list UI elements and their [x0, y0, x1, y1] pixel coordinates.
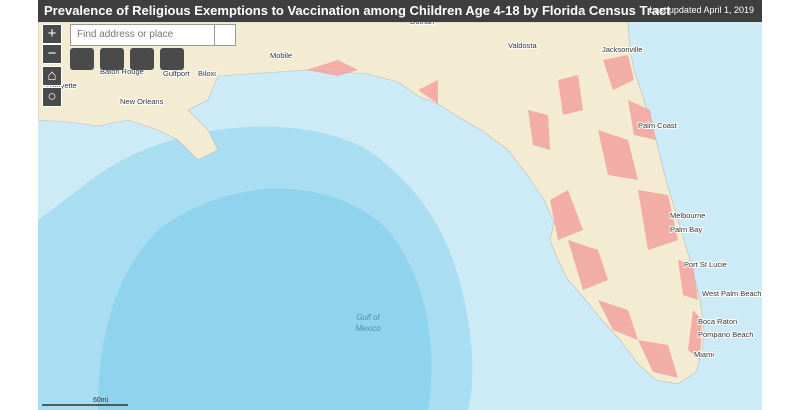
- place-label: Jacksonville: [602, 45, 642, 54]
- map: DothanValdostaMobileBaton RougeGulfportB…: [38, 0, 762, 410]
- zoom-in[interactable]: +: [42, 24, 62, 44]
- updated: Last updated April 1, 2019: [649, 5, 754, 15]
- place-label: Baton Rouge: [100, 67, 144, 76]
- search-placeholder: Find address or place: [77, 29, 174, 40]
- place-label: Biloxi: [198, 69, 216, 78]
- legend-tool[interactable]: [130, 48, 154, 70]
- place-label: Valdosta: [508, 41, 537, 50]
- place-label: Miami: [694, 350, 714, 359]
- locate[interactable]: ○: [42, 87, 62, 107]
- water-label: Gulf of: [356, 313, 380, 322]
- water-label: Mexico: [355, 324, 381, 333]
- title: Prevalence of Religious Exemptions to Va…: [44, 3, 671, 18]
- search-button[interactable]: [214, 25, 235, 45]
- place-label: Pompano Beach: [698, 330, 753, 339]
- place-label: Port St Lucie: [684, 260, 727, 269]
- place-label: Melbourne: [670, 211, 705, 220]
- layers-tool[interactable]: [100, 48, 124, 70]
- scale-label: 60mi: [93, 397, 109, 404]
- zoom-out[interactable]: −: [42, 44, 62, 64]
- place-label: Boca Raton: [698, 317, 737, 326]
- print-tool[interactable]: [160, 48, 184, 70]
- place-label: Gulfport: [163, 69, 191, 78]
- map-app: DothanValdostaMobileBaton RougeGulfportB…: [38, 0, 762, 410]
- header: Prevalence of Religious Exemptions to Va…: [38, 0, 762, 22]
- place-label: West Palm Beach: [702, 289, 761, 298]
- tracts: [306, 55, 702, 378]
- search-box[interactable]: Find address or place: [70, 24, 236, 46]
- home[interactable]: ⌂: [42, 66, 62, 86]
- place-label: New Orleans: [120, 97, 164, 106]
- place-label: Mobile: [270, 51, 292, 60]
- place-label: Palm Bay: [670, 225, 702, 234]
- basemap-tool[interactable]: [70, 48, 94, 70]
- place-label: Palm Coast: [638, 121, 678, 130]
- deep-water: [98, 188, 432, 410]
